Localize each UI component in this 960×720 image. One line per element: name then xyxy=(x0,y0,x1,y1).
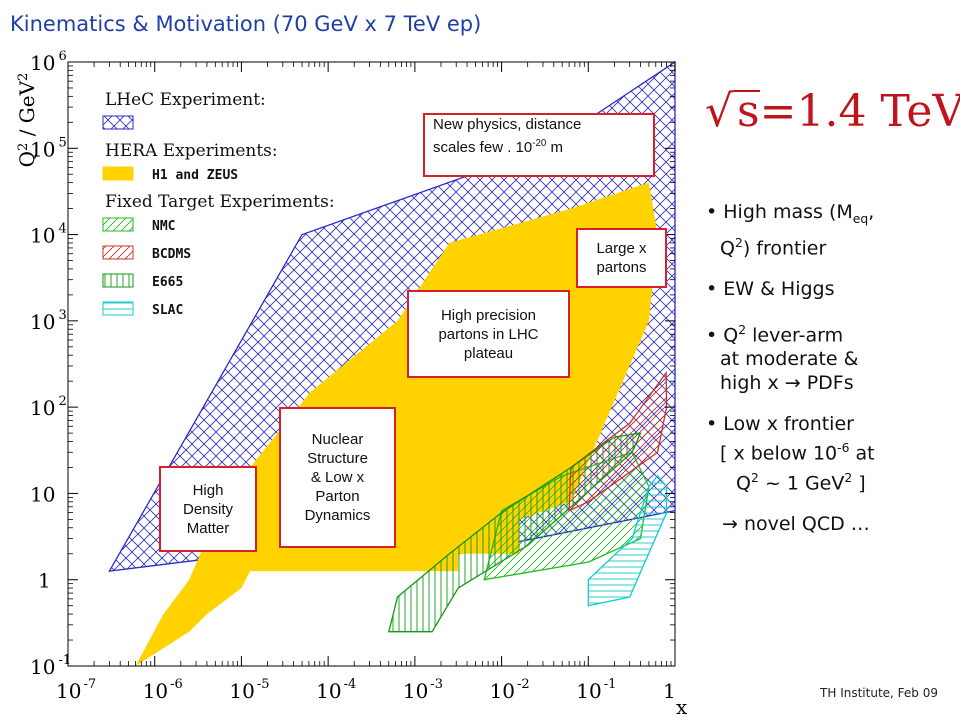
energy-value: =1.4 TeV xyxy=(759,86,960,137)
y-tick-label: 10 3 xyxy=(30,308,67,334)
bullet-low-x: • Low x frontier [ x below 10-6 at Q2 ~ … xyxy=(706,413,875,495)
annotation-nuclear-structure: Nuclear Structure & Low x Parton Dynamic… xyxy=(279,407,396,548)
annotation-high-density-line1: High xyxy=(192,481,224,499)
slide-title: Kinematics & Motivation (70 GeV x 7 TeV … xyxy=(10,12,482,36)
region-e665 xyxy=(387,432,642,633)
bullet-q2-lever-arm: • Q2 lever-arm at moderate & high x → PD… xyxy=(706,323,859,395)
annotation-nuclear-line3: & Low x xyxy=(310,469,365,486)
x-tick-label: 10 -4 xyxy=(316,677,356,703)
annotation-high-precision-line1: High precision xyxy=(440,306,537,324)
sqrt-s-variable: s xyxy=(733,90,760,134)
region-slac xyxy=(587,474,668,607)
legend-swatch xyxy=(102,301,134,316)
y-tick-label: 10 xyxy=(30,482,55,506)
legend-entry: BCDMS xyxy=(152,247,191,262)
legend-entry: H1 and ZEUS xyxy=(152,168,238,183)
legend-swatch xyxy=(102,273,134,288)
bullet-ew-higgs: • EW & Higgs xyxy=(706,278,835,301)
footer: TH Institute, Feb 09 xyxy=(820,686,938,700)
legend-heading: HERA Experiments: xyxy=(105,141,278,161)
annotation-large-x-line2: partons xyxy=(596,259,647,276)
sqrt-symbol: √ xyxy=(705,86,734,137)
annotation-nuclear-line2: Structure xyxy=(307,450,368,467)
x-tick-label: 1 xyxy=(663,679,676,703)
annotation-nuclear-line4: Parton xyxy=(315,488,360,505)
energy-label: √s=1.4 TeV xyxy=(705,86,960,137)
x-tick-label: 10 -5 xyxy=(229,677,269,703)
annotation-nuclear-line1: Nuclear xyxy=(311,431,364,448)
x-tick-label: 10 -7 xyxy=(56,677,96,703)
bullet-high-mass: • High mass (Meq, Q2) frontier xyxy=(706,201,875,260)
y-axis-label: Q2 / GeV2 xyxy=(15,73,39,168)
legend-swatch xyxy=(102,245,134,260)
bullet-list: • High mass (Meq, Q2) frontier • EW & Hi… xyxy=(706,200,956,553)
y-tick-label: 10 6 xyxy=(30,49,67,75)
annotation-new-physics-line1: New physics, distance xyxy=(433,116,582,133)
annotation-large-x-line1: Large x xyxy=(596,240,647,257)
annotation-high-precision-line2: partons in LHC xyxy=(438,325,539,343)
y-tick-label: 10 4 xyxy=(30,222,67,248)
annotation-large-x: Large x partons xyxy=(576,228,667,288)
x-tick-label: 10 -2 xyxy=(490,677,530,703)
legend-heading: Fixed Target Experiments: xyxy=(105,192,335,212)
legend-entry: E665 xyxy=(152,275,183,290)
annotation-high-precision-line3: plateau xyxy=(463,344,514,362)
ticks-layer: 10 -7 10 -6 10 -5 10 -4 10 -3 10 -2 10 -1 1 10 -1 1 10 10 2 1… xyxy=(30,49,676,703)
annotation-new-physics: New physics, distance scales few . 10-20… xyxy=(423,113,655,177)
legend-swatch xyxy=(102,166,134,181)
legend: LHeC Experiment: HERA Experiments: H1 and … xyxy=(102,90,335,318)
annotation-nuclear-line5: Dynamics xyxy=(304,507,371,524)
legend-entry: NMC xyxy=(152,219,175,234)
annotation-high-density: High Density Matter xyxy=(159,466,257,552)
bullet-novel-qcd: → novel QCD … xyxy=(722,513,870,536)
x-tick-label: 10 -1 xyxy=(576,677,616,703)
x-tick-label: 10 -3 xyxy=(403,677,443,703)
annotation-high-density-line2: Density xyxy=(182,500,234,518)
y-tick-label: 10 2 xyxy=(30,394,67,420)
legend-swatch xyxy=(102,115,134,130)
x-axis-label: x xyxy=(676,695,688,719)
annotation-new-physics-line2: scales few . 10-20 m xyxy=(433,138,563,156)
x-tick-label: 10 -6 xyxy=(143,677,183,703)
y-tick-label: 10 5 xyxy=(30,135,67,161)
legend-heading: LHeC Experiment: xyxy=(105,90,266,110)
y-tick-label: 10 -1 xyxy=(30,653,71,679)
annotation-high-density-line3: Matter xyxy=(186,519,230,537)
y-tick-label: 1 xyxy=(38,569,51,593)
legend-entry: SLAC xyxy=(152,303,183,318)
annotation-high-precision: High precision partons in LHC plateau xyxy=(407,290,570,378)
legend-swatch xyxy=(102,217,134,232)
